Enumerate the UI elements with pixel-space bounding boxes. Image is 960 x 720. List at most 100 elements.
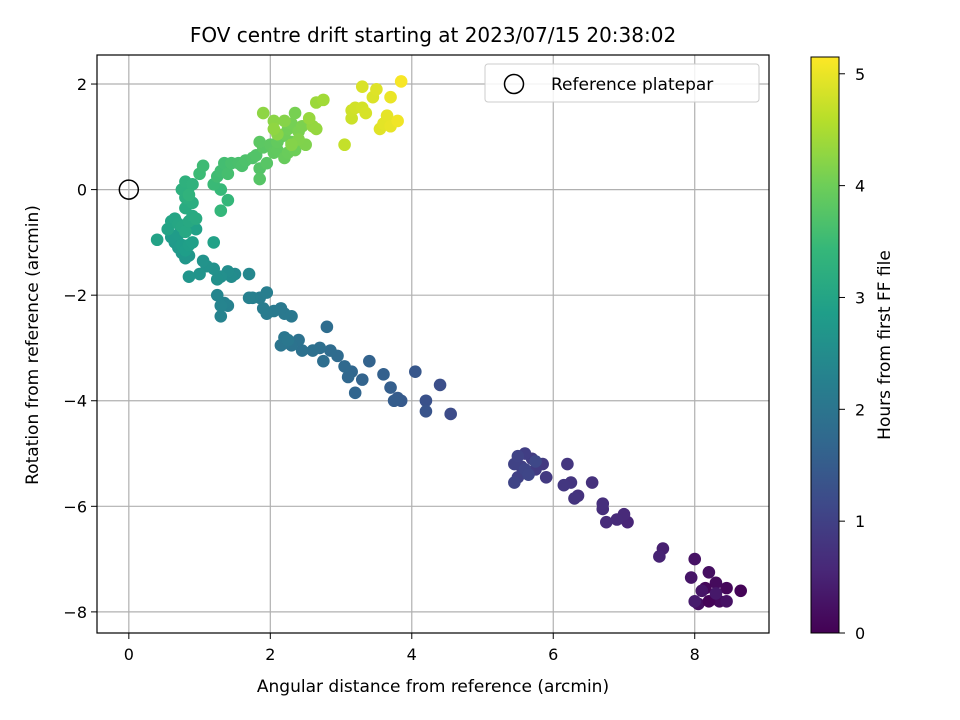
data-point — [348, 386, 362, 400]
data-point — [302, 112, 316, 125]
data-point — [695, 584, 709, 598]
data-point — [702, 565, 716, 579]
legend-marker-icon — [503, 73, 525, 95]
grid-lines — [97, 55, 769, 633]
x-axis-label: Angular distance from reference (arcmin) — [257, 677, 609, 697]
data-point — [324, 344, 337, 357]
data-point — [260, 286, 274, 299]
data-point — [529, 455, 542, 468]
legend-entry-reference-platepar: Reference platepar — [551, 75, 713, 95]
data-point — [295, 344, 309, 357]
data-point — [281, 333, 295, 347]
data-point — [317, 354, 330, 368]
data-point — [391, 114, 404, 128]
data-point — [508, 476, 521, 489]
x-axis-ticks: 0 2 4 6 8 — [124, 633, 700, 664]
data-point — [433, 378, 447, 392]
data-point — [221, 193, 235, 207]
data-point — [394, 75, 408, 88]
data-point — [338, 138, 351, 152]
data-point — [709, 587, 723, 600]
data-point — [359, 106, 373, 120]
data-point — [444, 407, 457, 421]
x-tick-label: 4 — [407, 645, 417, 664]
data-point — [355, 80, 369, 93]
data-point — [242, 267, 256, 281]
data-point — [207, 236, 221, 249]
data-point — [186, 236, 199, 249]
data-point — [320, 320, 334, 334]
data-point — [253, 135, 266, 149]
data-point — [684, 571, 698, 584]
data-point — [355, 373, 369, 386]
data-point — [419, 394, 433, 408]
data-point — [561, 457, 574, 471]
data-point — [338, 360, 351, 373]
data-point — [596, 497, 610, 510]
data-points — [150, 75, 748, 611]
data-point — [363, 354, 376, 368]
data-point — [419, 405, 433, 418]
data-point — [539, 470, 553, 484]
chart-title: FOV centre drift starting at 2023/07/15 … — [190, 23, 676, 47]
colorbar-tick-label: 0 — [855, 624, 865, 643]
y-tick-label: 0 — [77, 181, 87, 200]
colorbar-tick-label: 1 — [855, 512, 865, 531]
data-point — [196, 254, 210, 268]
data-point — [288, 106, 302, 120]
colorbar-tick-label: 5 — [855, 65, 865, 84]
data-point — [522, 468, 535, 481]
data-point — [568, 492, 581, 505]
legend: Reference platepar — [484, 63, 760, 103]
data-point — [511, 449, 525, 463]
x-tick-label: 6 — [548, 645, 558, 664]
x-tick-label: 2 — [265, 645, 275, 664]
data-point — [610, 513, 624, 526]
data-point — [384, 381, 397, 394]
data-point — [380, 109, 394, 123]
data-point — [256, 106, 270, 120]
data-point — [182, 270, 196, 283]
data-point — [186, 178, 199, 191]
data-point — [193, 267, 206, 281]
data-point — [653, 550, 666, 563]
data-point — [309, 122, 323, 136]
data-point — [377, 368, 390, 381]
y-axis-label: Rotation from reference (arcmin) — [23, 205, 43, 485]
x-tick-label: 0 — [124, 645, 134, 664]
colorbar: 0 1 2 3 4 5 Hours from first FF file — [810, 56, 895, 643]
data-point — [317, 93, 330, 107]
data-point — [253, 172, 266, 186]
data-point — [256, 302, 270, 315]
data-point — [182, 188, 196, 202]
data-point — [720, 581, 733, 595]
legend-box — [484, 63, 760, 103]
data-point — [210, 288, 224, 302]
data-point — [306, 344, 320, 357]
data-point — [688, 552, 702, 566]
data-point — [221, 167, 235, 181]
data-point — [720, 595, 733, 608]
data-point — [267, 122, 281, 136]
data-point — [409, 365, 422, 379]
data-point — [585, 476, 599, 489]
colorbar-fill — [810, 56, 840, 634]
y-tick-label: −6 — [63, 497, 87, 516]
colorbar-label: Hours from first FF file — [875, 250, 895, 440]
y-tick-label: −4 — [63, 392, 87, 411]
data-point — [260, 156, 274, 170]
data-point — [196, 159, 210, 173]
data-point — [150, 233, 164, 247]
data-point — [214, 204, 228, 218]
data-point — [688, 595, 702, 608]
colorbar-tick-label: 3 — [855, 288, 865, 307]
data-point — [557, 478, 571, 492]
data-point — [341, 370, 355, 384]
x-tick-label: 8 — [690, 645, 700, 664]
data-point — [179, 225, 192, 239]
y-tick-label: −2 — [63, 286, 87, 305]
data-point — [709, 576, 723, 590]
data-point — [734, 584, 748, 598]
